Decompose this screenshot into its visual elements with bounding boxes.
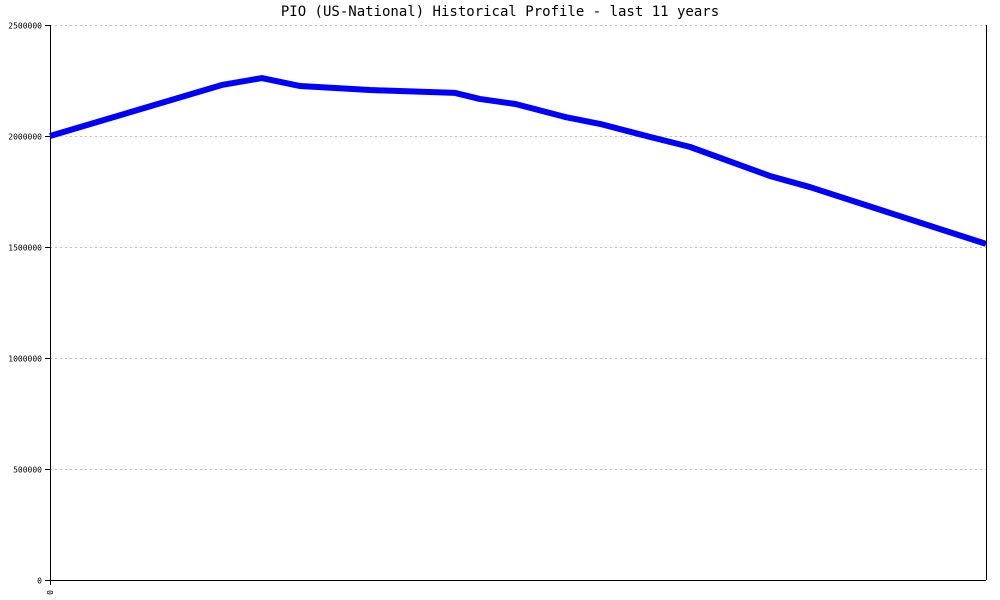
y-tick-label: 0 (37, 577, 42, 586)
y-tick-label: 1500000 (8, 244, 42, 253)
chart-title: PIO (US-National) Historical Profile - l… (280, 4, 720, 20)
y-tick-label: 2000000 (8, 133, 42, 142)
y-tick-label: 1000000 (8, 355, 42, 364)
series-line (49, 75, 987, 247)
y-tick-label: 500000 (13, 466, 42, 475)
y-tick-label: 2500000 (8, 22, 42, 31)
x-tick-label: 0 (46, 590, 55, 595)
